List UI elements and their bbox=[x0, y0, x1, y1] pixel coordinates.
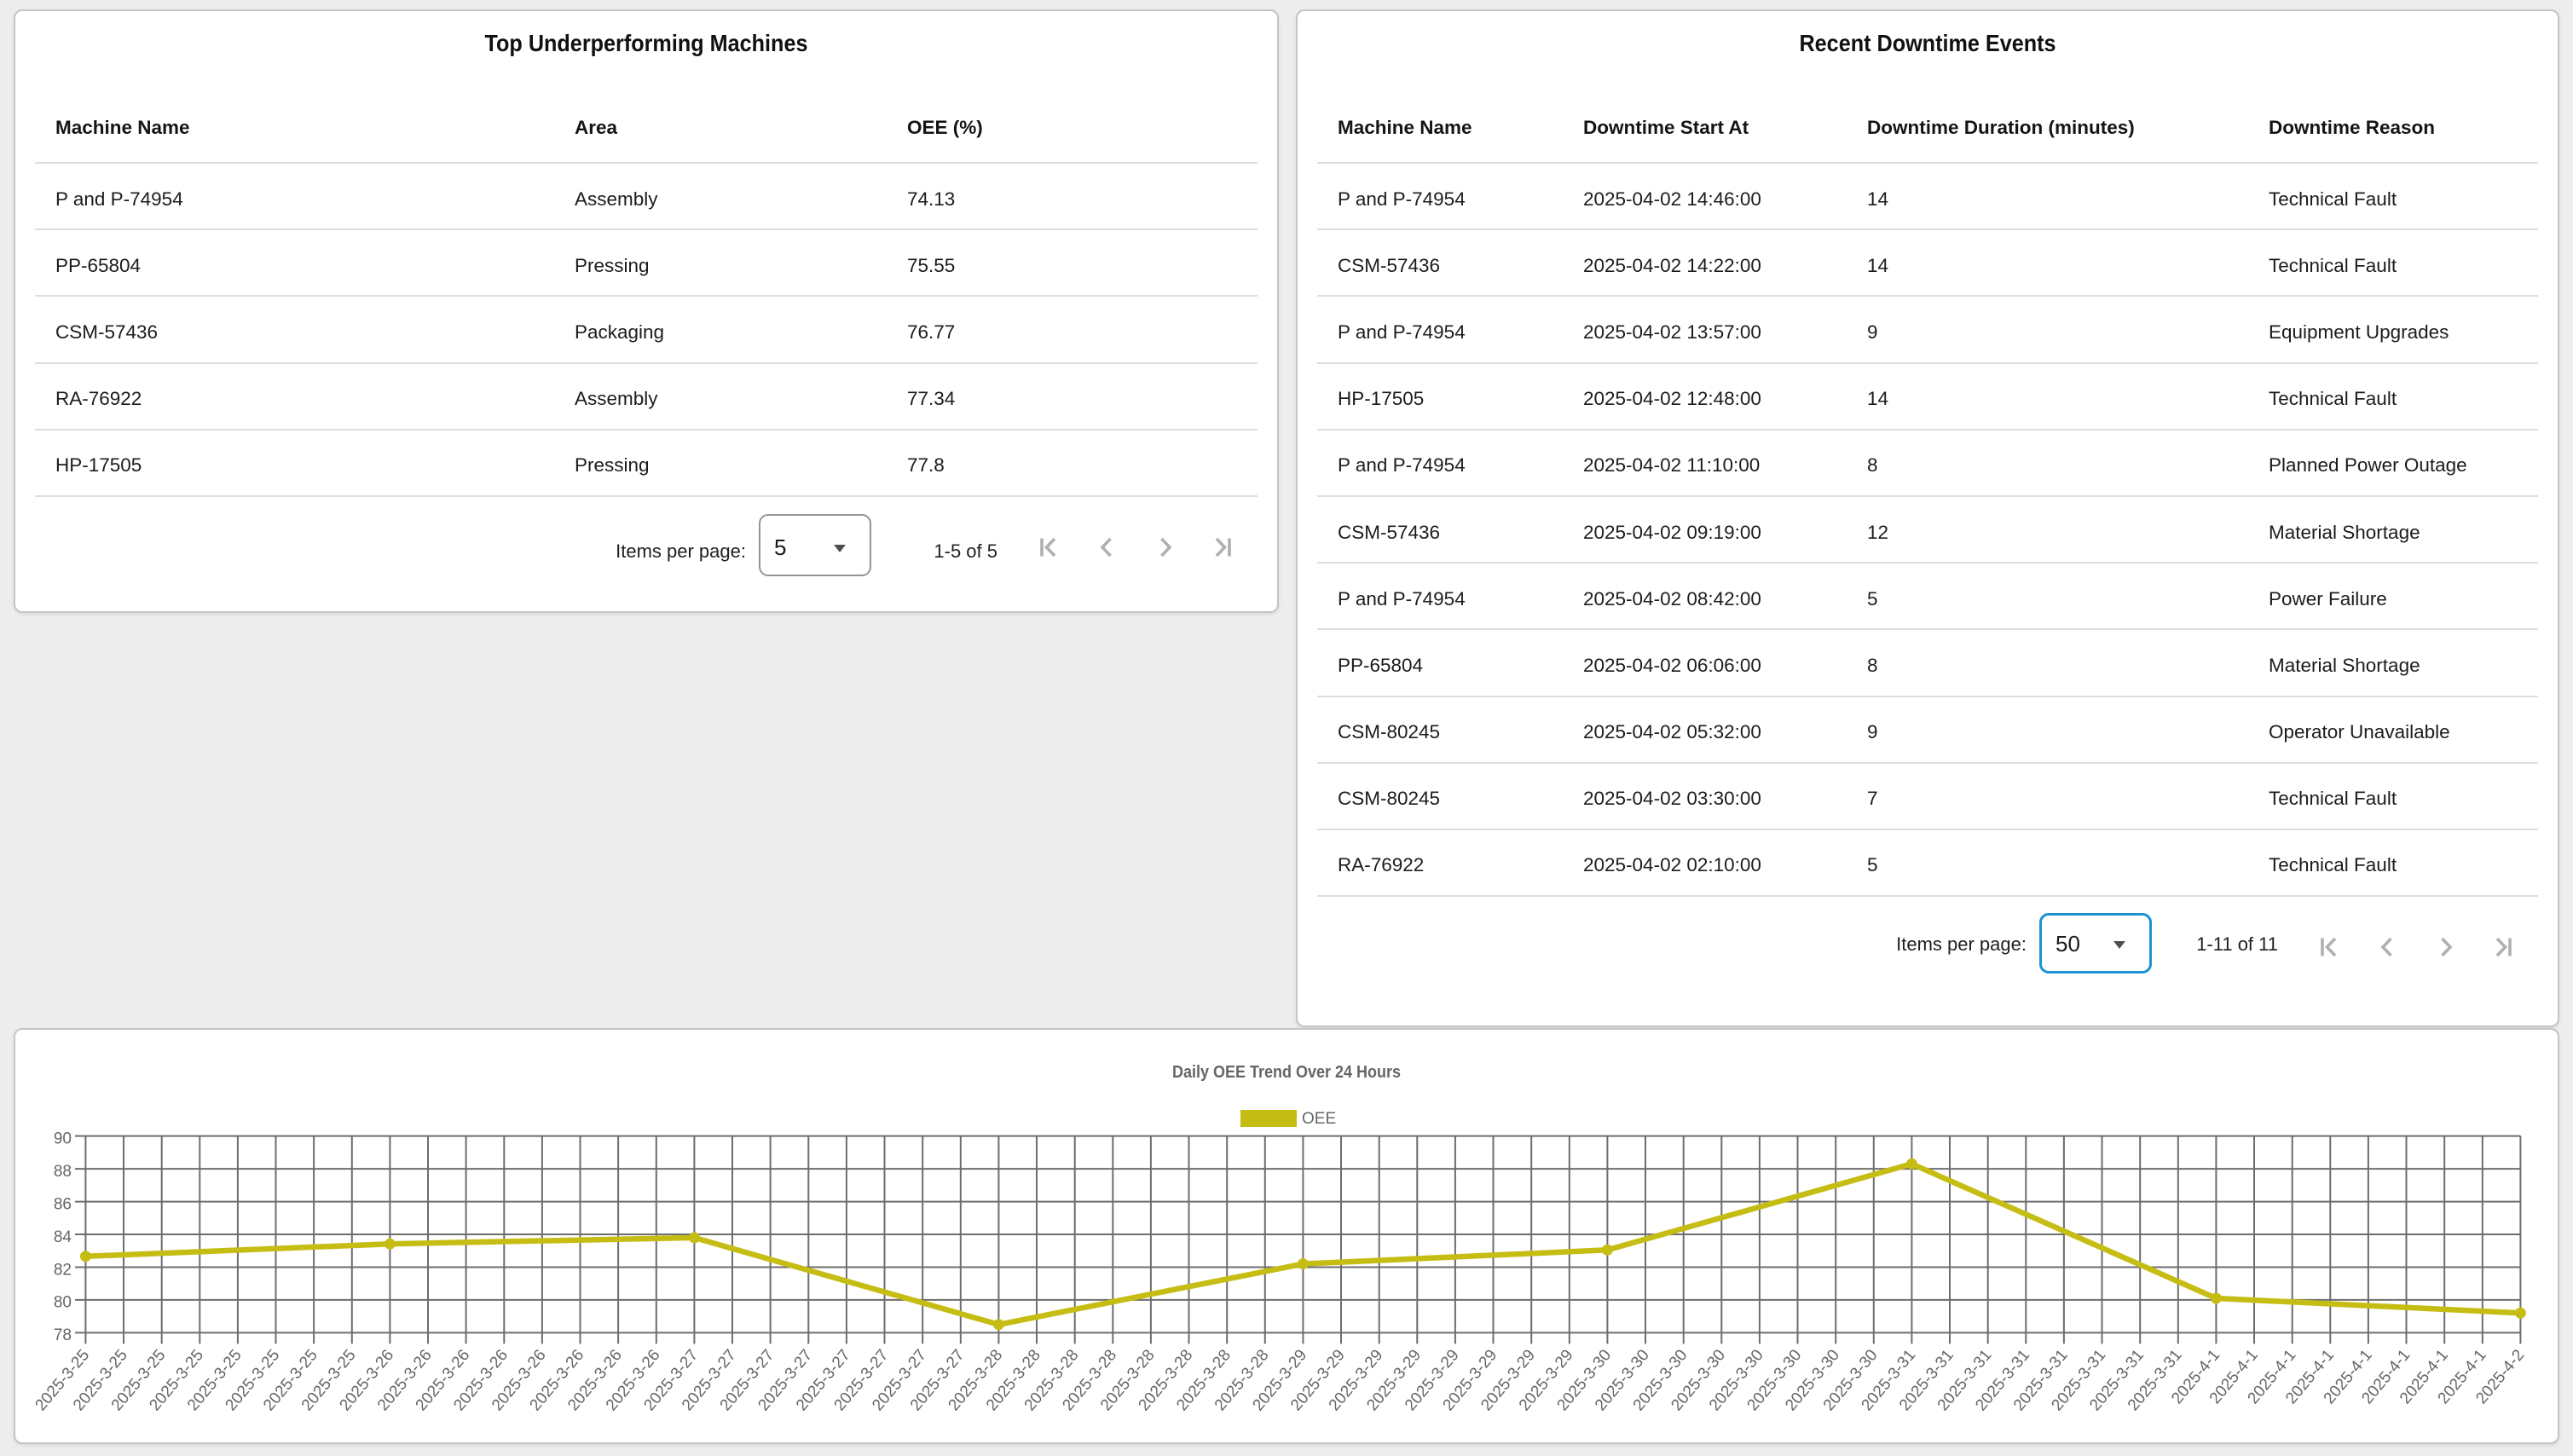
svg-text:OEE: OEE bbox=[1302, 1110, 1336, 1128]
svg-text:78: 78 bbox=[54, 1326, 72, 1344]
svg-text:86: 86 bbox=[54, 1195, 72, 1213]
svg-text:82: 82 bbox=[54, 1261, 72, 1279]
svg-text:80: 80 bbox=[54, 1294, 72, 1312]
svg-text:90: 90 bbox=[54, 1130, 72, 1147]
svg-text:Daily OEE Trend Over 24 Hours: Daily OEE Trend Over 24 Hours bbox=[1172, 1063, 1401, 1082]
svg-text:84: 84 bbox=[54, 1228, 72, 1246]
svg-text:88: 88 bbox=[54, 1163, 72, 1181]
